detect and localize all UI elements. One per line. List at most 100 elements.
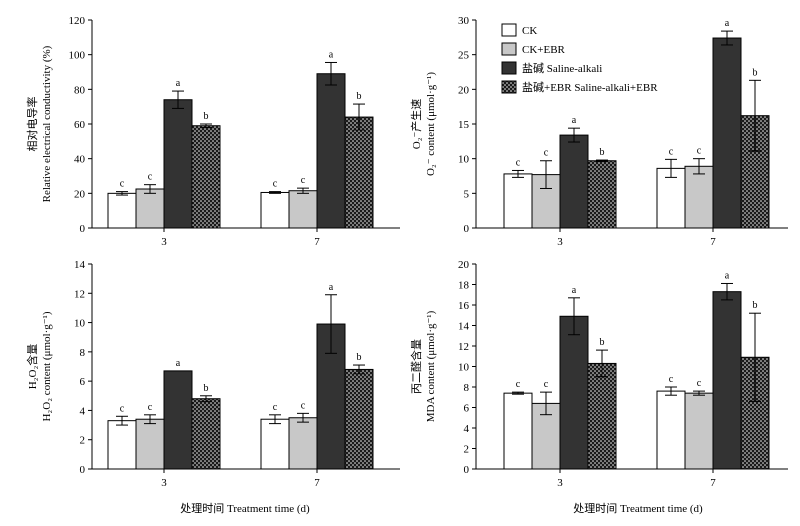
- y-tick-label: 100: [69, 50, 86, 62]
- x-tick-label: 3: [161, 236, 167, 248]
- significance-label: c: [120, 403, 125, 414]
- significance-label: a: [725, 18, 730, 29]
- x-tick-label: 7: [710, 477, 716, 489]
- significance-label: b: [204, 383, 209, 394]
- panel-mda: 0 2 4 6 8 10 12 14 16 18 20 丙二醛含量 MDA content (μmol·…: [409, 259, 788, 489]
- x-axis-title-right: 处理时间 Treatment time (d): [573, 502, 703, 515]
- significance-label: c: [301, 175, 306, 186]
- y-tick-label: 18: [458, 280, 470, 292]
- y-tick-label: 16: [458, 300, 470, 312]
- significance-label: c: [148, 402, 153, 413]
- significance-label: c: [516, 379, 521, 390]
- y-tick-label: 2: [464, 444, 470, 456]
- bar-ck-ebr-day-7: [684, 165, 714, 229]
- significance-label: c: [273, 402, 278, 413]
- significance-label: c: [669, 374, 674, 385]
- y-tick-label: 4: [80, 405, 86, 417]
- bar-saline-alkali-day-7: [316, 73, 346, 229]
- y-tick-label: 14: [74, 259, 86, 271]
- significance-label: c: [697, 378, 702, 389]
- legend-swatch-ck: [501, 23, 517, 37]
- significance-label: c: [516, 157, 521, 168]
- legend: CK CK+EBR 盐碱 Saline-alkali 盐碱+EBR Saline-al…: [501, 23, 658, 94]
- y-axis-title-cn: 相对电导率: [25, 97, 39, 152]
- x-tick-label: 3: [161, 477, 167, 489]
- bar-ck-day-7: [260, 418, 290, 470]
- significance-label: c: [273, 179, 278, 190]
- y-tick-label: 2: [80, 435, 86, 447]
- y-tick-label: 12: [74, 288, 85, 300]
- y-tick-label: 120: [69, 15, 86, 27]
- significance-label: a: [176, 358, 181, 369]
- legend-label-ck-ebr: CK+EBR: [522, 44, 566, 56]
- y-tick-label: 60: [74, 119, 86, 131]
- y-tick-label: 10: [458, 362, 470, 374]
- bar-ck-day-3: [503, 392, 533, 470]
- y-tick-label: 25: [458, 50, 470, 62]
- y-tick-label: 0: [80, 223, 86, 235]
- y-tick-label: 8: [80, 347, 86, 359]
- y-axis-title-cn: H₂O₂含量: [25, 344, 39, 390]
- y-tick-label: 20: [458, 84, 470, 96]
- bar-ck-ebr-day-7: [288, 417, 318, 470]
- bar-ck-ebr-day-3: [135, 188, 165, 229]
- bar-saline-alkali-day-3: [559, 134, 589, 229]
- y-tick-label: 20: [74, 188, 86, 200]
- y-tick-label: 80: [74, 84, 86, 96]
- y-tick-label: 5: [464, 188, 470, 200]
- legend-label-ck: CK: [522, 25, 537, 37]
- significance-label: c: [301, 400, 306, 411]
- y-axis-title-en: O₂⁻ content (μmol·g⁻¹): [425, 72, 437, 176]
- x-tick-label: 3: [557, 236, 563, 248]
- y-tick-label: 0: [464, 464, 470, 476]
- significance-label: a: [572, 285, 577, 296]
- y-tick-label: 4: [464, 423, 470, 435]
- y-tick-label: 30: [458, 15, 470, 27]
- legend-label-saline-alkali: 盐碱 Saline-alkali: [522, 62, 602, 75]
- bar-saline-alkali-ebr-day-7: [344, 368, 374, 470]
- y-tick-label: 0: [464, 223, 470, 235]
- y-tick-label: 8: [464, 382, 470, 394]
- significance-label: a: [725, 270, 730, 281]
- y-tick-label: 12: [458, 341, 469, 353]
- significance-label: c: [544, 148, 549, 159]
- bar-ck-day-3: [107, 192, 137, 229]
- bar-saline-alkali-ebr-day-3: [191, 125, 221, 229]
- x-tick-label: 7: [314, 477, 320, 489]
- panel-h2o2: 0 2 4 6 8 10 12 14 H₂O₂含量 H₂O₂ content (μmol·g⁻¹)…: [25, 259, 400, 489]
- bar-saline-alkali-ebr-day-3: [587, 160, 617, 229]
- significance-label: b: [204, 111, 209, 122]
- bar-saline-alkali-day-7: [712, 291, 742, 470]
- y-tick-label: 14: [458, 321, 470, 333]
- significance-label: c: [697, 146, 702, 157]
- legend-swatch-saline-alkali-ebr: [501, 80, 517, 94]
- bar-saline-alkali-day-3: [163, 370, 193, 470]
- x-tick-label: 7: [710, 236, 716, 248]
- significance-label: c: [544, 379, 549, 390]
- x-tick-label: 3: [557, 477, 563, 489]
- legend-swatch-ck-ebr: [501, 42, 517, 56]
- bar-ck-day-3: [503, 173, 533, 229]
- y-axis-title-cn: 丙二醛含量: [409, 339, 423, 394]
- bar-ck-day-3: [107, 420, 137, 470]
- bar-saline-alkali-day-3: [559, 315, 589, 470]
- bar-saline-alkali-day-7: [712, 37, 742, 229]
- significance-label: c: [669, 146, 674, 157]
- bar-ck-ebr-day-3: [135, 418, 165, 470]
- significance-label: c: [148, 172, 153, 183]
- legend-label-saline-alkali-ebr: 盐碱+EBR Saline-alkali+EBR: [522, 81, 658, 94]
- bar-ck-ebr-day-7: [684, 392, 714, 470]
- bar-saline-alkali-ebr-day-3: [191, 398, 221, 470]
- significance-label: b: [357, 352, 362, 363]
- y-tick-label: 20: [458, 259, 470, 271]
- significance-label: b: [600, 337, 605, 348]
- significance-label: c: [120, 179, 125, 190]
- bar-ck-day-7: [656, 167, 686, 229]
- significance-label: a: [329, 49, 334, 60]
- panel-superoxide: 0 5 10 15 20 25 30 O₂⁻产生速 O₂⁻ content (μmol·g⁻¹)…: [409, 15, 788, 248]
- significance-label: a: [176, 78, 181, 89]
- bar-saline-alkali-day-3: [163, 99, 193, 229]
- bar-saline-alkali-ebr-day-7: [344, 116, 374, 229]
- significance-label: a: [572, 115, 577, 126]
